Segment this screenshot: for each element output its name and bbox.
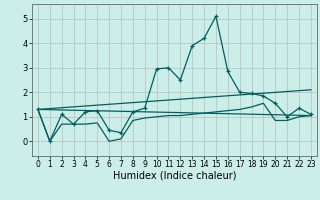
X-axis label: Humidex (Indice chaleur): Humidex (Indice chaleur) <box>113 171 236 181</box>
